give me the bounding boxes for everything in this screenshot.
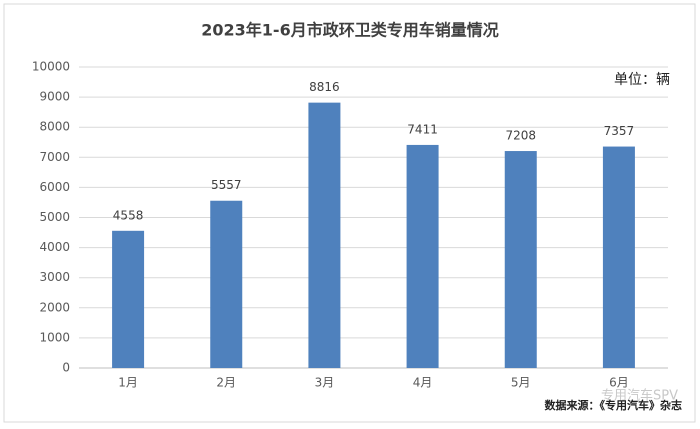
bar [210, 200, 243, 368]
value-label: 7357 [604, 124, 635, 138]
value-label: 7208 [505, 129, 536, 143]
x-tick-label: 1月 [118, 376, 138, 390]
x-tick-label: 4月 [413, 376, 433, 390]
y-tick-label: 7000 [39, 150, 70, 164]
bar [112, 230, 145, 368]
value-label: 8816 [309, 80, 340, 94]
watermark: 专用汽车SPV [601, 388, 678, 404]
value-label: 4558 [113, 208, 144, 222]
y-tick-label: 0 [62, 361, 70, 375]
x-tick-label: 3月 [315, 376, 335, 390]
x-tick-label: 2月 [216, 376, 236, 390]
bar [308, 102, 341, 368]
x-tick-label: 5月 [511, 376, 531, 390]
y-tick-label: 3000 [39, 270, 70, 284]
y-tick-label: 2000 [39, 300, 70, 314]
bar [406, 144, 439, 368]
y-tick-label: 4000 [39, 240, 70, 254]
chart-title: 2023年1-6月市政环卫类专用车销量情况 [201, 21, 498, 40]
y-tick-label: 10000 [32, 60, 70, 74]
y-tick-label: 9000 [39, 90, 70, 104]
y-tick-label: 8000 [39, 120, 70, 134]
bar [602, 146, 635, 368]
source: 数据来源：《专用汽车》杂志 [545, 398, 683, 412]
unit-label: 单位：辆 [614, 72, 670, 88]
bar [504, 151, 537, 368]
value-label: 7411 [407, 122, 438, 136]
y-tick-label: 5000 [39, 210, 70, 224]
x-tick-label: 6月 [609, 376, 629, 390]
value-label: 5557 [211, 178, 242, 192]
y-tick-label: 6000 [39, 180, 70, 194]
y-tick-label: 1000 [39, 330, 70, 344]
